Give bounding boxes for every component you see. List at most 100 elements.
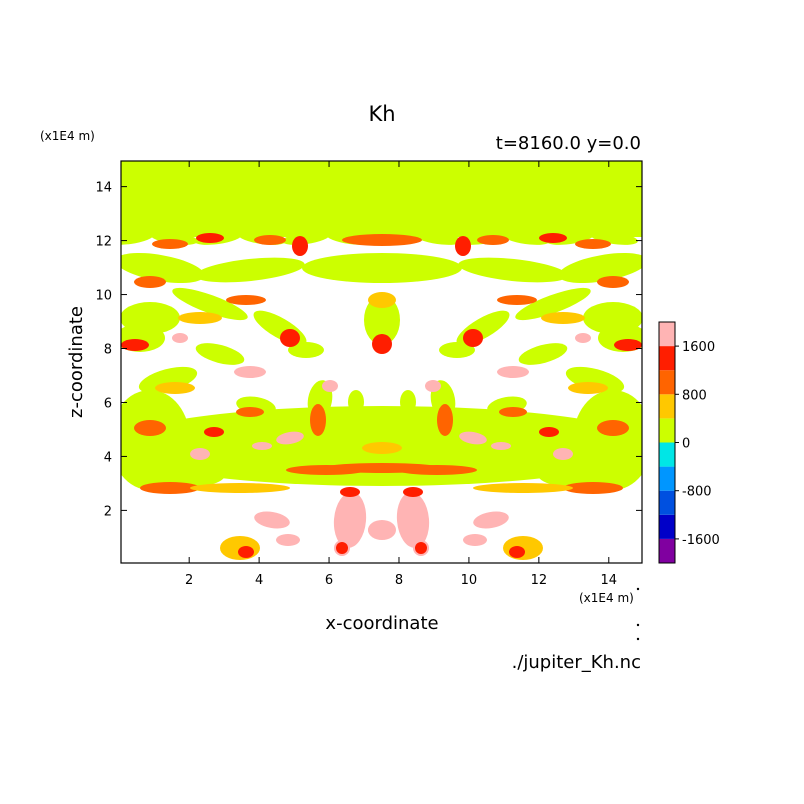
contour-blob: [138, 366, 198, 394]
contour-blob: [280, 329, 300, 347]
y-axis-label: z-coordinate: [66, 306, 87, 418]
contour-blob: [134, 276, 166, 288]
x-tick-label: 8: [395, 573, 403, 588]
colorbar-swatch: [659, 490, 675, 515]
colorbar-tick-label: 1600: [682, 340, 715, 355]
contour-blob: [195, 343, 245, 365]
colorbar-tick-label: -1600: [682, 533, 720, 548]
contour-blob: [458, 257, 568, 283]
contour-blob: [362, 442, 402, 454]
contour-blob: [425, 380, 441, 392]
colorbar-swatch: [659, 346, 675, 371]
plot-frame: [120, 160, 643, 564]
contour-blob: [541, 312, 585, 324]
y-tick-label: 8: [104, 343, 112, 358]
upper-green-layer: [121, 161, 642, 237]
contour-blob: [140, 482, 200, 494]
y-axis: 2 4 6 8 10 12 14: [95, 181, 642, 519]
colorbar-tick-label: 800: [682, 388, 707, 403]
source-file-label: ./jupiter_Kh.nc: [512, 652, 641, 673]
contour-blob: [234, 366, 266, 378]
y-tick-label: 10: [95, 289, 112, 304]
contour-blob: [497, 295, 537, 305]
contour-blob: [400, 390, 416, 414]
x-unit-label: (x1E4 m): [579, 591, 634, 605]
x-tick-label: 2: [185, 573, 193, 588]
contour-blob: [125, 461, 225, 489]
y-tick-label: 4: [104, 450, 112, 465]
contour-blob: [340, 487, 360, 497]
contour-blob: [288, 342, 324, 358]
contour-field: [121, 161, 642, 563]
x-tick-label: 14: [601, 573, 618, 588]
colorbar-swatch: [659, 538, 675, 563]
contour-blob: [597, 276, 629, 288]
contour-blob: [121, 231, 154, 245]
contour-blob: [368, 520, 396, 540]
contour-blob: [539, 233, 567, 243]
contour-blob: [499, 407, 527, 417]
contour-blobs: [121, 161, 642, 560]
contour-blob: [220, 536, 260, 560]
contour-blob: [121, 339, 149, 351]
colorbar-tick-label: 0: [682, 437, 690, 452]
contour-blob: [354, 424, 410, 448]
contour-blob: [415, 542, 427, 554]
contour-blob: [152, 239, 188, 249]
colorbar: 1600 800 0 -800 -1600: [658, 321, 720, 564]
contour-blob: [254, 511, 290, 529]
contour-blob: [439, 342, 475, 358]
chart-title: Kh: [368, 102, 395, 126]
contour-blob: [155, 382, 195, 394]
colorbar-swatch: [659, 514, 675, 539]
contour-blob: [310, 404, 326, 436]
contour-blob: [276, 431, 304, 445]
x-axis-label: x-coordinate: [325, 613, 438, 634]
x-tick-label: 4: [255, 573, 263, 588]
contour-blob: [597, 420, 629, 436]
contour-blob: [195, 257, 305, 283]
colorbar-swatch: [659, 322, 675, 347]
contour-blob: [455, 236, 471, 256]
contour-blob: [565, 366, 625, 394]
contour-blob: [539, 427, 559, 437]
axis-marker-dots: [636, 587, 640, 641]
contour-blob: [463, 534, 487, 546]
contour-blob: [196, 233, 224, 243]
contour-blob: [553, 448, 573, 460]
contour-blob: [322, 463, 442, 473]
contour-blob: [238, 546, 254, 558]
x-tick-label: 12: [531, 573, 548, 588]
contour-blob: [473, 511, 509, 529]
contour-blob: [473, 483, 573, 493]
contour-blob: [575, 239, 611, 249]
y-tick-label: 6: [104, 396, 112, 411]
contour-blob: [414, 231, 462, 245]
colorbar-swatch: [659, 442, 675, 467]
contour-blob: [292, 236, 308, 256]
contour-blob: [459, 431, 487, 445]
contour-blob: [372, 334, 392, 354]
x-axis: 2 4 6 8 10 12 14: [185, 161, 617, 588]
x-tick-label: 6: [325, 573, 333, 588]
contour-blob: [336, 542, 348, 554]
contour-blob: [322, 380, 338, 392]
contour-blob: [575, 333, 591, 343]
contour-blob: [252, 442, 272, 450]
colorbar-swatch: [659, 370, 675, 395]
contour-blob: [437, 404, 453, 436]
y-tick-label: 14: [95, 181, 112, 196]
contour-blob: [563, 482, 623, 494]
y-tick-label: 2: [104, 504, 112, 519]
contour-blob: [403, 487, 423, 497]
contour-blob: [236, 407, 264, 417]
colorbar-swatch: [659, 418, 675, 443]
contour-blob: [302, 253, 462, 283]
contour-blob: [226, 295, 266, 305]
colorbar-swatch: [659, 394, 675, 419]
contour-blob: [502, 231, 550, 245]
colorbar-swatch: [659, 466, 675, 491]
contour-blob: [477, 235, 509, 245]
contour-blob: [333, 492, 367, 548]
contour-blob: [276, 534, 300, 546]
